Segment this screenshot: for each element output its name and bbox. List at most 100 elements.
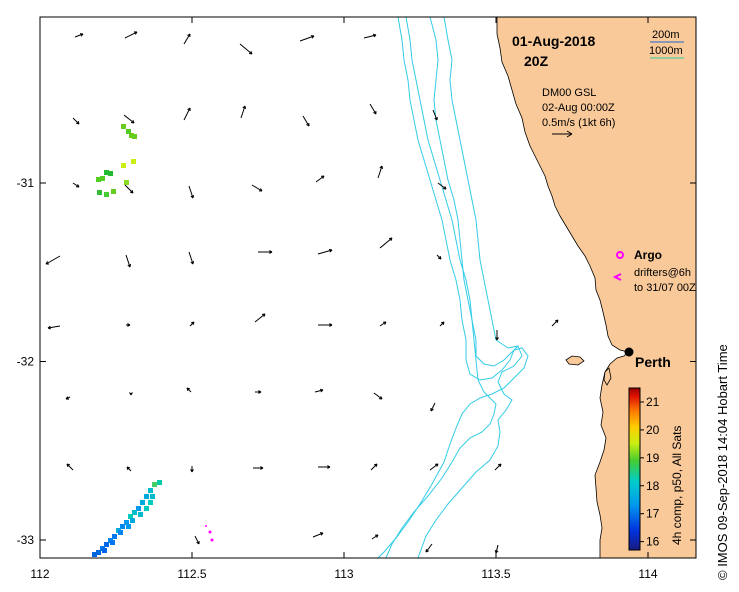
current-arrow	[47, 325, 61, 329]
current-arrow-head	[196, 540, 200, 545]
current-arrow-head	[187, 33, 191, 38]
legend-1000m: 1000m	[649, 45, 683, 57]
sst-pixel	[126, 524, 131, 529]
current-arrow	[188, 251, 194, 265]
current-arrow-head	[248, 51, 253, 55]
current-arrow	[379, 321, 387, 327]
current-arrow-head	[45, 261, 50, 265]
current-arrow	[363, 34, 377, 39]
sst-pixel	[104, 170, 109, 175]
sst-pixel	[111, 189, 116, 194]
current-datetime: 02-Aug 00:00Z	[542, 102, 615, 114]
current-arrow-head	[437, 255, 442, 260]
current-arrow-head	[187, 107, 191, 112]
current-arrow	[369, 103, 377, 115]
land-mass	[496, 17, 696, 558]
colorbar-tick-label: 16	[646, 535, 660, 549]
current-arrow	[373, 392, 383, 400]
sst-pixel	[157, 480, 162, 485]
scale-arrow-head	[566, 130, 573, 138]
sst-pixel	[124, 520, 129, 525]
current-arrow	[430, 402, 436, 412]
current-arrow	[425, 543, 433, 553]
current-arrow	[194, 535, 200, 545]
current-arrow-head	[440, 321, 445, 326]
current-arrow	[371, 534, 379, 540]
current-arrow-head	[329, 323, 333, 327]
current-arrow	[302, 115, 310, 127]
current-arrow	[312, 532, 324, 538]
current-arrow	[45, 255, 61, 265]
legend-200m: 200m	[652, 29, 680, 41]
colorbar-label: 4h comp, p50, All Sats	[670, 426, 684, 545]
current-arrow	[379, 237, 393, 249]
current-arrow-head	[497, 463, 502, 468]
current-arrows	[45, 31, 559, 554]
current-arrow-head	[65, 396, 70, 400]
garden-island	[603, 367, 612, 386]
sst-pixel	[108, 171, 113, 176]
x-tick-label: 112.5	[177, 567, 206, 581]
current-arrow	[240, 105, 246, 119]
sst-pixels	[92, 124, 162, 557]
current-arrow-head	[127, 323, 131, 327]
current-arrow	[495, 544, 499, 554]
current-arrow	[123, 114, 135, 124]
current-arrow-head	[190, 469, 194, 473]
current-arrow	[188, 185, 194, 199]
current-arrow	[72, 117, 80, 125]
perth-marker-icon	[624, 347, 634, 357]
contour-1000m-b	[417, 17, 523, 558]
sst-pixel	[121, 163, 126, 168]
current-arrow	[432, 109, 438, 121]
current-arrow	[314, 389, 324, 393]
current-arrow-head	[126, 466, 131, 471]
current-arrow-head	[258, 188, 263, 192]
current-arrow	[315, 175, 325, 183]
sst-pixel	[97, 190, 102, 195]
y-tick-label: -32	[17, 355, 35, 369]
current-arrow-head	[434, 116, 438, 121]
current-arrow-head	[129, 189, 134, 194]
sst-pixel	[104, 192, 109, 197]
sst-pixel	[100, 176, 105, 181]
colorbar-tick-label: 18	[646, 479, 660, 493]
colorbar-tick-label: 20	[646, 423, 660, 437]
credit-text: © IMOS 09-Sep-2018 14:04 Hobart Time	[715, 344, 730, 580]
sst-pixel	[138, 512, 143, 517]
current-arrow-head	[319, 388, 324, 393]
current-arrow	[494, 463, 502, 471]
current-arrow-head	[430, 407, 434, 412]
current-arrow-head	[374, 534, 379, 538]
sst-pixel	[110, 540, 115, 545]
current-arrow-head	[129, 392, 133, 396]
sst-pixel	[130, 518, 135, 523]
sst-pixel	[129, 133, 134, 138]
contour-1000m	[385, 17, 497, 558]
contour-200m	[377, 17, 529, 558]
current-arrow-head	[258, 390, 262, 394]
plot-frame	[39, 16, 697, 559]
current-arrow-head	[260, 466, 264, 470]
contour-200m-b	[405, 17, 519, 367]
current-arrow	[429, 463, 439, 471]
current-arrow	[125, 254, 131, 268]
sst-pixel	[136, 506, 141, 511]
drifters-label-1: drifters@6h	[634, 267, 691, 279]
current-arrow-head	[373, 110, 377, 115]
current-arrow-head	[328, 248, 333, 253]
sst-pixel	[126, 129, 131, 134]
current-arrow-head	[434, 463, 439, 467]
city-label: Perth	[635, 354, 671, 370]
current-arrow	[254, 313, 266, 323]
current-arrow-head	[306, 122, 310, 127]
current-arrow	[72, 182, 80, 188]
sst-pixel	[96, 550, 101, 555]
x-tick-label: 113.5	[481, 567, 510, 581]
current-arrow-head	[190, 260, 195, 265]
argo-marker-icon	[616, 251, 624, 259]
current-arrow-head	[133, 31, 138, 35]
current-arrow-head	[47, 325, 51, 330]
current-arrow-head	[379, 165, 384, 170]
